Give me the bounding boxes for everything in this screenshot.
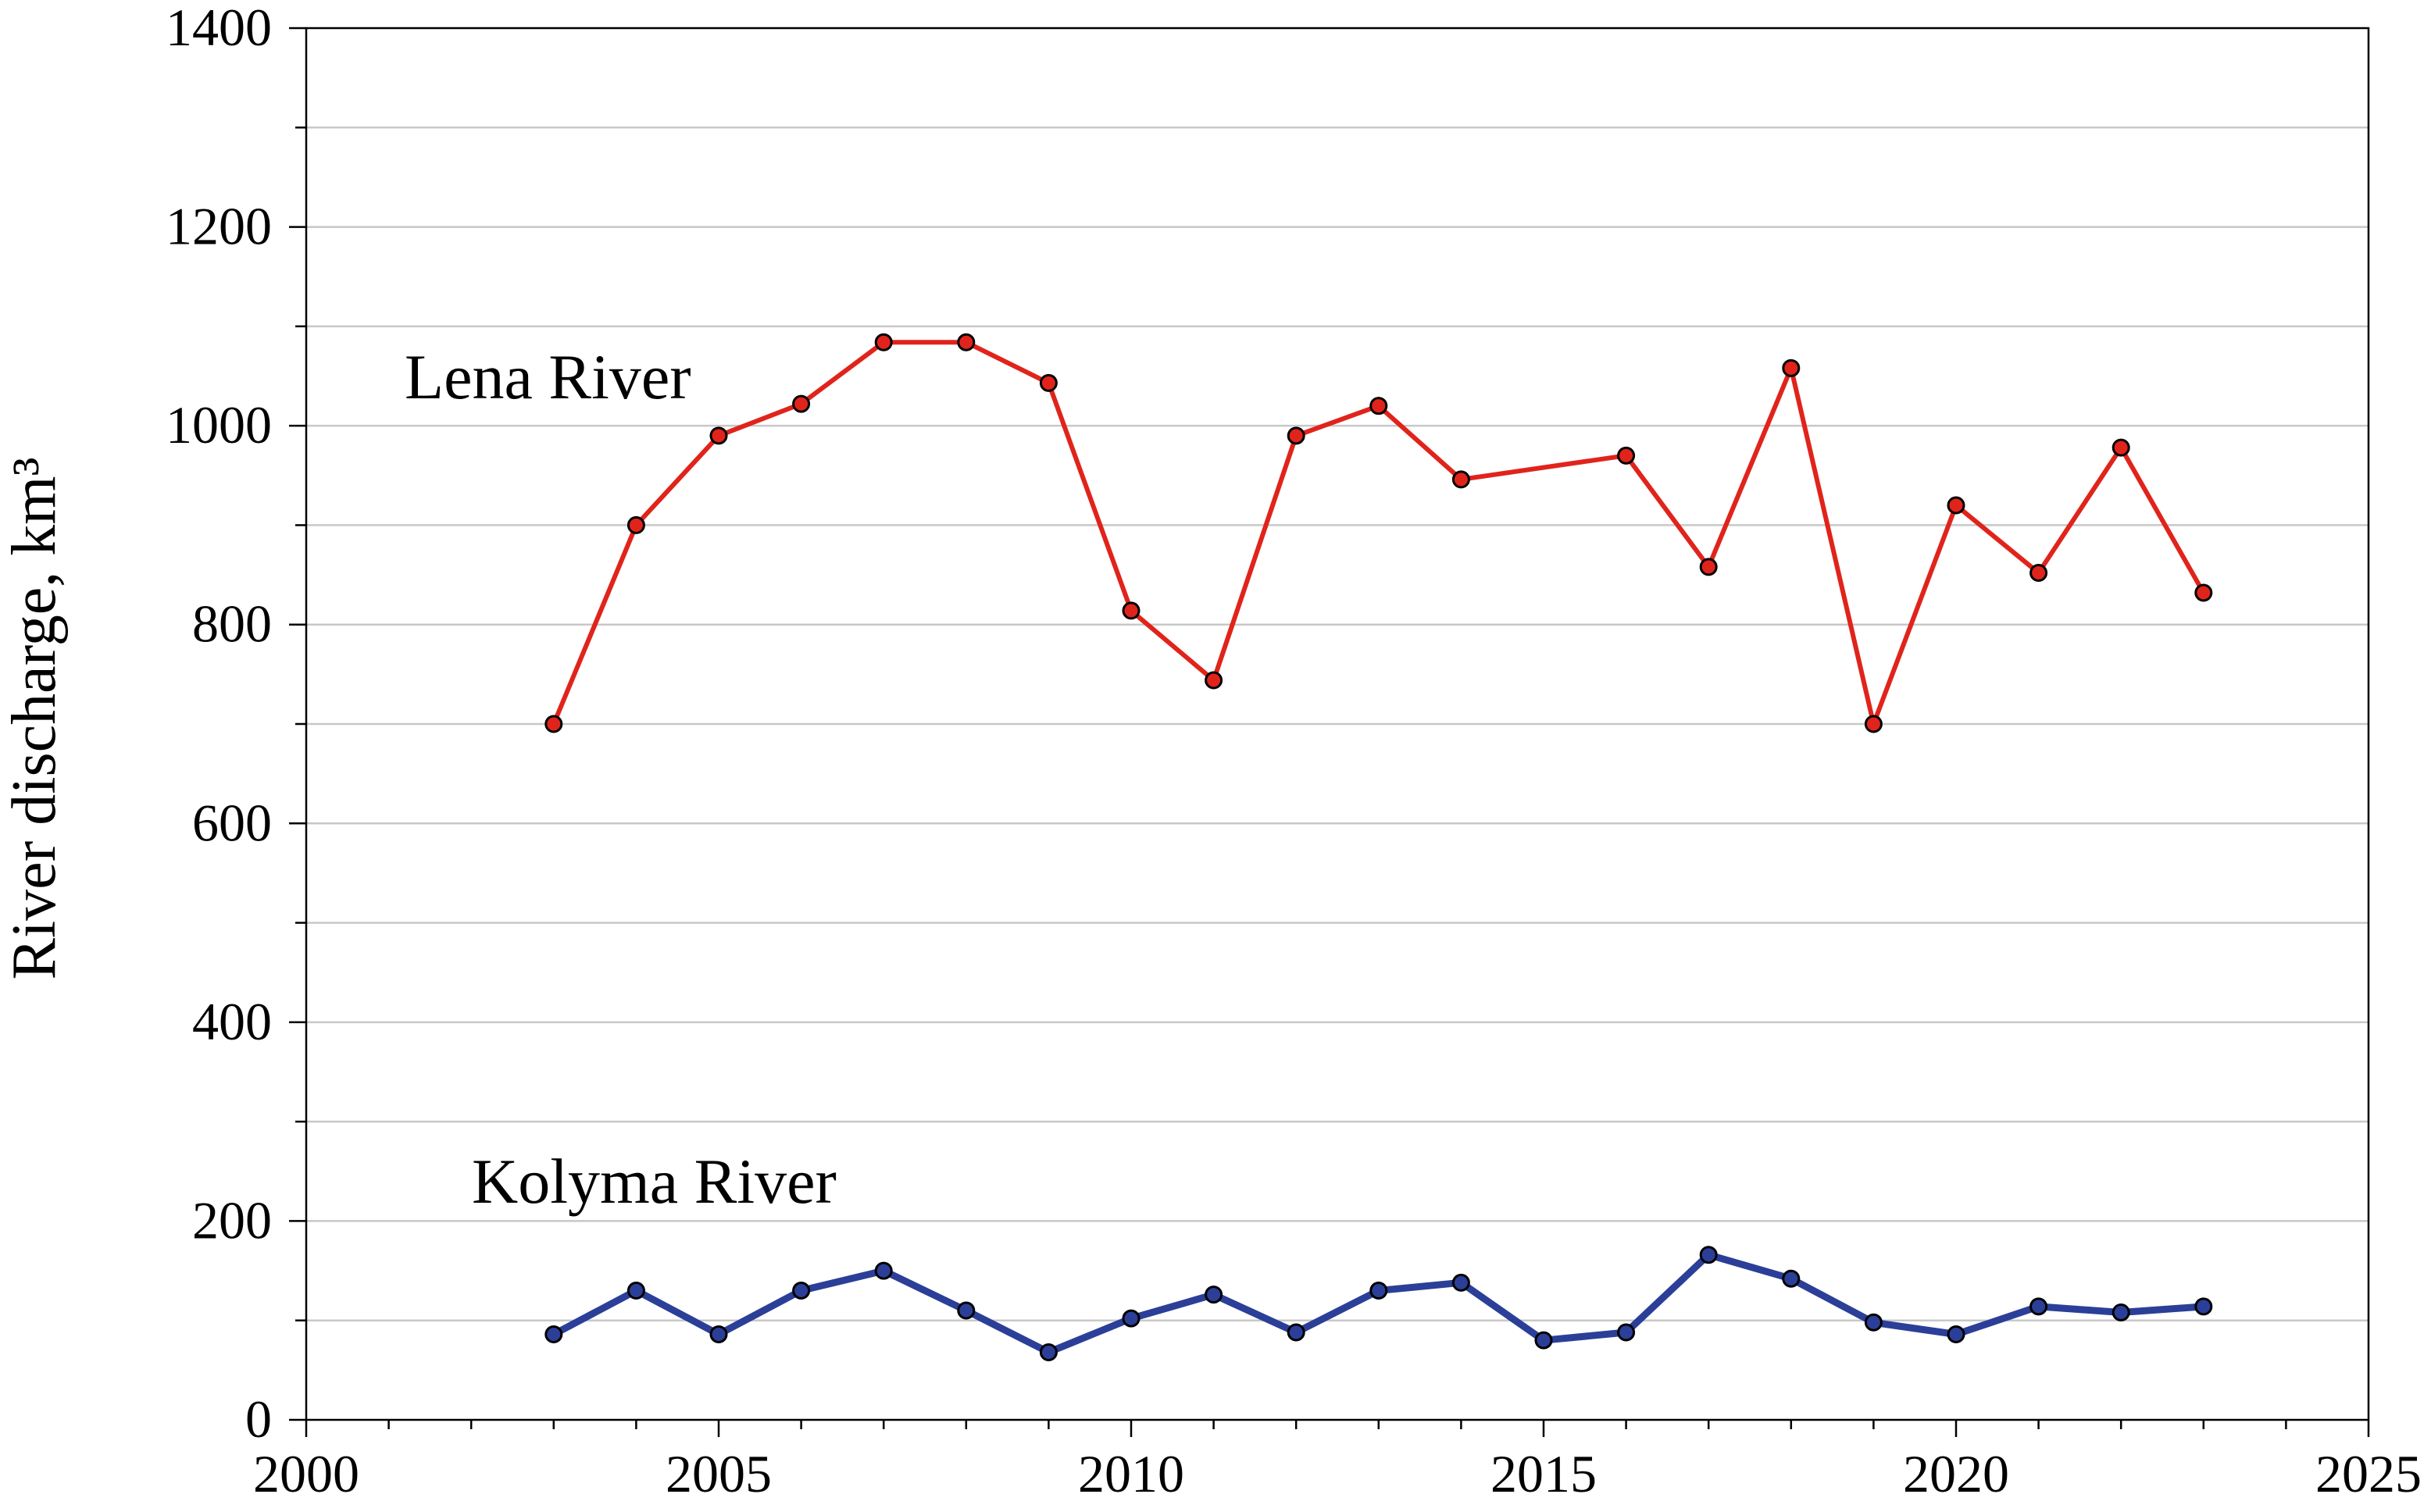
data-point	[1039, 373, 1058, 392]
data-point	[1369, 397, 1388, 415]
y-tick-label: 800	[192, 594, 272, 654]
data-point	[1451, 470, 1470, 489]
data-point	[1122, 1309, 1141, 1328]
data-point	[626, 1282, 645, 1300]
data-point	[709, 1325, 728, 1344]
data-point	[1782, 358, 1801, 377]
data-point	[709, 426, 728, 445]
y-tick-label: 1400	[166, 0, 272, 57]
grid-lines	[306, 127, 2369, 1321]
data-point	[1369, 1282, 1388, 1300]
data-point	[1699, 1246, 1718, 1264]
data-point	[874, 333, 893, 351]
data-point	[957, 333, 976, 351]
x-tick-label: 2025	[2315, 1444, 2422, 1503]
data-point	[2112, 438, 2130, 457]
x-tick-label: 2015	[1490, 1444, 1597, 1503]
y-tick-label: 1000	[166, 395, 272, 455]
data-point	[1287, 426, 1305, 445]
data-point	[1864, 1313, 1883, 1332]
x-tick-label: 2000	[253, 1444, 359, 1503]
data-point	[792, 394, 811, 413]
data-point	[1864, 715, 1883, 733]
data-point	[1947, 1325, 1965, 1344]
axes	[289, 27, 2370, 1437]
series-line	[551, 340, 2206, 726]
data-point	[2029, 1297, 2048, 1316]
data-point	[957, 1301, 976, 1320]
data-point	[626, 515, 645, 534]
data-point	[1782, 1269, 1801, 1288]
data-point	[874, 1261, 893, 1280]
y-tick-label: 200	[192, 1190, 272, 1250]
x-tick-label: 2005	[666, 1444, 772, 1503]
data-point	[1205, 1286, 1223, 1304]
data-point	[1451, 1273, 1470, 1292]
data-point	[1205, 671, 1223, 690]
data-point	[2029, 564, 2048, 583]
series-label-kolyma: Kolyma River	[472, 1146, 837, 1217]
data-point	[1947, 496, 1965, 515]
y-tick-label: 600	[192, 793, 272, 852]
data-point	[1122, 601, 1141, 620]
data-point	[2194, 1297, 2213, 1316]
series-layer	[544, 333, 2213, 1361]
data-point	[792, 1282, 811, 1300]
y-axis-title: River discharge, km³	[0, 457, 69, 979]
data-point	[1617, 446, 1636, 465]
data-point	[544, 1325, 563, 1344]
series-0	[544, 333, 2213, 733]
data-point	[1617, 1323, 1636, 1342]
x-tick-label: 2010	[1078, 1444, 1184, 1503]
data-point	[1287, 1323, 1305, 1342]
data-point	[1699, 558, 1718, 576]
y-tick-label: 1200	[166, 197, 272, 256]
tick-labels: 0 200 400 600 800 1000 1200 1400 2000 2005 2010 201…	[166, 0, 2422, 1503]
y-tick-label: 0	[245, 1389, 272, 1449]
data-point	[2112, 1303, 2130, 1322]
data-point	[544, 715, 563, 733]
data-point	[1039, 1343, 1058, 1361]
y-tick-label: 400	[192, 992, 272, 1051]
series-1	[544, 1246, 2213, 1361]
x-tick-label: 2020	[1903, 1444, 2009, 1503]
data-point	[1534, 1331, 1553, 1350]
series-label-lena: Lena River	[405, 341, 691, 412]
data-point	[2194, 583, 2213, 602]
